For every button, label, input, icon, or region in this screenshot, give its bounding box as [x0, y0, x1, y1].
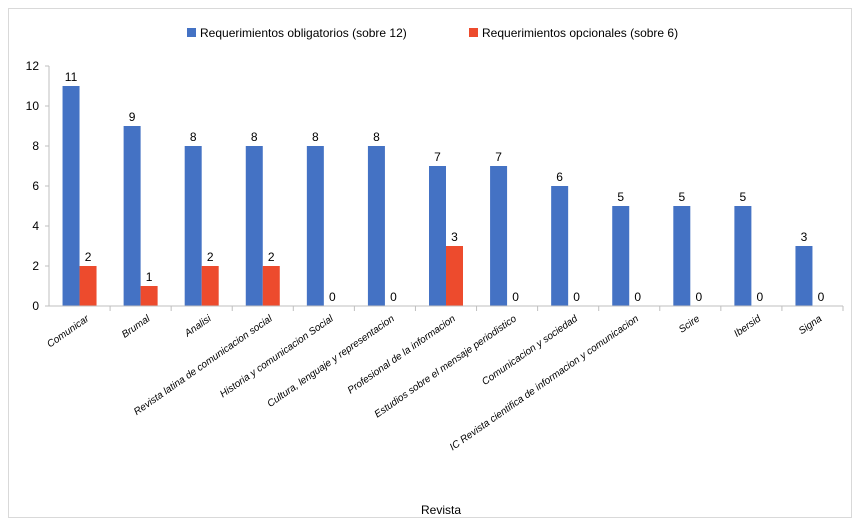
legend-swatch — [469, 28, 478, 37]
data-label-obligatorios: 8 — [190, 130, 197, 144]
y-tick-label: 10 — [26, 99, 40, 113]
data-label-obligatorios: 7 — [434, 150, 441, 164]
legend-swatch — [187, 28, 196, 37]
bar-opcionales — [262, 266, 280, 306]
data-label-opcionales: 3 — [451, 230, 458, 244]
bar-obligatorios — [612, 206, 630, 306]
bar-obligatorios — [734, 206, 752, 306]
bar-obligatorios — [673, 206, 691, 306]
x-tick-label: Signa — [797, 313, 825, 337]
data-label-opcionales: 0 — [329, 290, 336, 304]
y-tick-label: 8 — [32, 139, 39, 153]
data-label-opcionales: 0 — [634, 290, 641, 304]
data-label-obligatorios: 5 — [678, 190, 685, 204]
data-label-opcionales: 0 — [390, 290, 397, 304]
bar-obligatorios — [551, 186, 569, 306]
legend: Requerimientos obligatorios (sobre 12) Re… — [187, 26, 678, 40]
bar-obligatorios — [123, 126, 141, 306]
data-label-opcionales: 2 — [268, 250, 275, 264]
data-label-obligatorios: 8 — [251, 130, 258, 144]
bar-obligatorios — [795, 246, 813, 306]
bar-opcionales — [79, 266, 97, 306]
y-tick-label: 2 — [32, 259, 39, 273]
y-tick-label: 12 — [26, 59, 40, 73]
data-label-opcionales: 0 — [818, 290, 825, 304]
chart-frame: Requerimientos obligatorios (sobre 12) Re… — [8, 8, 852, 518]
bar-opcionales — [201, 266, 219, 306]
data-label-obligatorios: 5 — [617, 190, 624, 204]
x-tick-label: Historia y comunicacion Social — [218, 313, 336, 400]
data-label-opcionales: 0 — [512, 290, 519, 304]
bar-obligatorios — [367, 146, 385, 306]
x-tick-label: Analisi — [182, 313, 214, 340]
bar-obligatorios — [306, 146, 324, 306]
legend-item-opcionales: Requerimientos opcionales (sobre 6) — [482, 26, 678, 40]
bar-obligatorios — [245, 146, 263, 306]
x-tick-label: Comunicar — [45, 313, 91, 350]
data-label-opcionales: 2 — [85, 250, 92, 264]
bar-chart: Requerimientos obligatorios (sobre 12) Re… — [26, 26, 844, 517]
x-tick-label: Profesional de la informacion — [346, 313, 458, 396]
data-label-obligatorios: 6 — [556, 170, 563, 184]
data-label-obligatorios: 11 — [65, 70, 78, 84]
bar-obligatorios — [429, 166, 446, 306]
legend-item-obligatorios: Requerimientos obligatorios (sobre 12) — [200, 26, 407, 40]
y-tick-label: 4 — [32, 219, 39, 233]
bar-obligatorios — [62, 86, 80, 306]
x-tick-label: Ibersid — [732, 313, 763, 339]
data-label-opcionales: 0 — [573, 290, 580, 304]
data-label-obligatorios: 5 — [740, 190, 747, 204]
bars: 11 2 9 1 8 2 8 2 8 0 8 0 7 3 7 0 6 0 5 0 5 0 5 0 3 0 — [62, 70, 825, 306]
bar-opcionales — [446, 246, 463, 306]
data-label-obligatorios: 3 — [801, 230, 808, 244]
data-label-obligatorios: 9 — [129, 110, 136, 124]
x-tick-label: Scire — [677, 313, 702, 335]
y-tick-label: 6 — [32, 179, 39, 193]
data-label-obligatorios: 8 — [312, 130, 319, 144]
data-label-obligatorios: 8 — [373, 130, 380, 144]
bar-opcionales — [140, 286, 158, 306]
data-label-opcionales: 1 — [146, 270, 153, 284]
x-axis-title: Revista — [421, 503, 461, 517]
data-label-obligatorios: 7 — [495, 150, 502, 164]
bar-obligatorios — [490, 166, 508, 306]
x-tick-label: Cultura, lenguaje y representacion — [266, 313, 397, 410]
y-tick-label: 0 — [32, 299, 39, 313]
data-label-opcionales: 0 — [757, 290, 764, 304]
data-label-opcionales: 2 — [207, 250, 214, 264]
y-axis: 0 2 4 6 8 10 12 — [26, 59, 50, 313]
bar-obligatorios — [184, 146, 202, 306]
data-label-opcionales: 0 — [695, 290, 702, 304]
x-tick-label: Brumal — [120, 313, 153, 341]
